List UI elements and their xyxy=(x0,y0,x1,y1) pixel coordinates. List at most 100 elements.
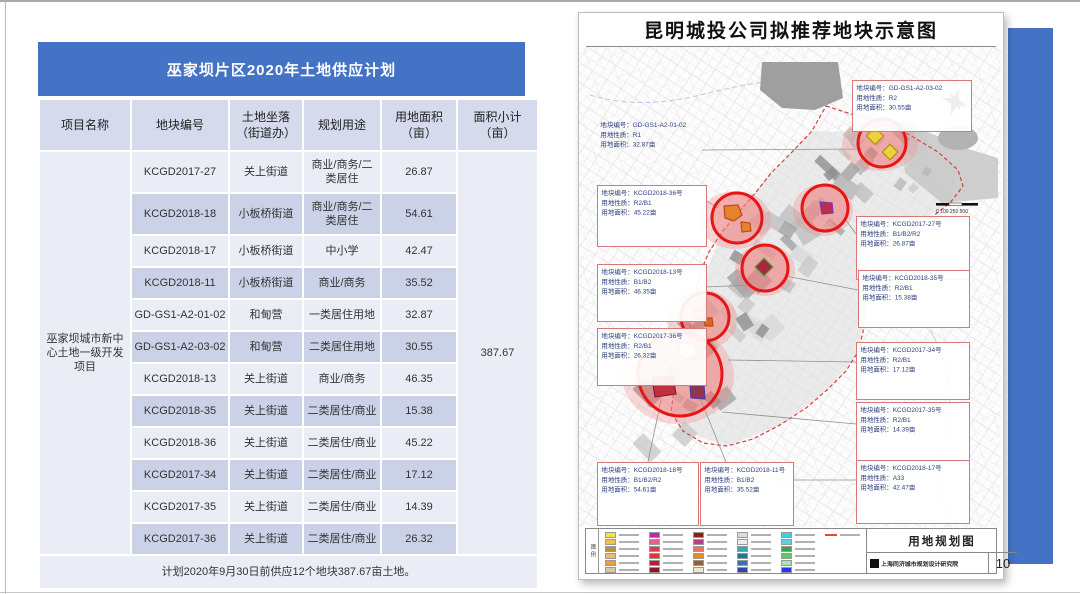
legend-swatch xyxy=(605,553,639,559)
city-block xyxy=(727,324,747,343)
callout-nature: 用地性质：B1/B2 xyxy=(601,278,652,286)
land-supply-table-panel: 巫家坝片区2020年土地供应计划 项目名称 地块编号 土地坐落 （街道办） 规划用途用… xyxy=(38,42,539,590)
legend-boundary-line xyxy=(825,534,860,536)
project-name-cell: 巫家坝城市新中心土地一级开发项目 xyxy=(40,152,130,554)
city-block xyxy=(778,204,808,232)
city-block xyxy=(760,62,843,110)
cell-area: 17.12 xyxy=(382,460,456,490)
map-callout-11: 地块编号：KCGD2017-35号 用地性质：R2/B1 用地面积：14.39亩 xyxy=(856,402,970,462)
legend-swatch xyxy=(649,560,683,566)
table-row: KCGD2018-18 小板桥街道 商业/商务/二类居住 54.61 xyxy=(40,194,537,234)
callout-area: 用地面积：54.61亩 xyxy=(601,486,657,494)
column-header-2: 土地坐落 （街道办） xyxy=(230,100,302,150)
scale-bar: 0 100 250 500 xyxy=(936,202,978,215)
table-row: KCGD2018-17 小板桥街道 中小学 42.47 xyxy=(40,236,537,266)
legend-swatch xyxy=(737,553,771,559)
map-callout-12: 地块编号：KCGD2018-17号 用地性质：A33 用地面积：42.47亩 xyxy=(856,460,970,524)
cell-street: 小板桥街道 xyxy=(230,236,302,266)
legend-swatch xyxy=(649,567,683,573)
callout-area: 用地面积：14.39亩 xyxy=(860,426,916,434)
legend-swatch xyxy=(737,539,771,545)
cell-code: KCGD2017-35 xyxy=(132,492,228,522)
cell-area: 30.55 xyxy=(382,332,456,362)
institute-name: 上海同济城市规划设计研究院 xyxy=(881,560,959,567)
slide-bottom-edge xyxy=(0,592,1080,593)
cell-street: 和甸营 xyxy=(230,300,302,330)
legend-swatch xyxy=(737,532,771,538)
legend-swatch xyxy=(605,532,639,538)
city-block xyxy=(938,126,978,150)
table-header-row: 项目名称 地块编号 土地坐落 （街道办） 规划用途 用地面积 （亩） 面积小计 （亩） xyxy=(40,100,537,150)
city-block xyxy=(910,134,931,155)
table-row: GD-GS1-A2-01-02 和甸营 一类居住用地 32.87 xyxy=(40,300,537,330)
cell-street: 关上街道 xyxy=(230,524,302,554)
cell-street: 小板桥街道 xyxy=(230,194,302,234)
city-block xyxy=(737,296,756,315)
city-block xyxy=(838,147,852,161)
map-callout-6: 地块编号：KCGD2018-11号 用地性质：B1/B2 用地面积：35.52亩 xyxy=(700,462,794,526)
city-block xyxy=(632,433,662,463)
map-callout-8: 地块编号：KCGD2017-27号 用地性质：B1/B2/R2 用地面积：26.87… xyxy=(856,216,970,280)
callout-no: 地块编号：KCGD2017-27号 xyxy=(860,220,942,228)
callout-no: 地块编号：KCGD2018-17号 xyxy=(860,464,942,472)
city-block xyxy=(751,238,778,260)
map-callout-4: 地块编号：KCGD2017-36号 用地性质：R2/B1 用地面积：26.32亩 xyxy=(597,328,707,386)
cell-code: KCGD2018-18 xyxy=(132,194,228,234)
legend-label: 图例 xyxy=(586,529,599,573)
legend-swatch xyxy=(781,553,815,559)
legend-swatch xyxy=(693,546,727,552)
callout-area: 用地面积：32.87亩 xyxy=(600,141,656,149)
column-header-0: 项目名称 xyxy=(40,100,130,150)
city-block xyxy=(823,166,839,182)
cell-street: 和甸营 xyxy=(230,332,302,362)
table-title: 巫家坝片区2020年土地供应计划 xyxy=(38,42,525,96)
cell-use: 二类居住/商业 xyxy=(304,492,380,522)
legend-swatch xyxy=(781,546,815,552)
cell-code: GD-GS1-A2-01-02 xyxy=(132,300,228,330)
slide-top-edge xyxy=(0,0,1080,2)
callout-nature: 用地性质：R2/B1 xyxy=(601,199,652,207)
cell-area: 54.61 xyxy=(382,194,456,234)
cell-area: 42.47 xyxy=(382,236,456,266)
urban-corridor xyxy=(671,131,958,446)
city-block xyxy=(719,302,744,330)
cell-use: 二类居住/商业 xyxy=(304,524,380,554)
map-title: 昆明城投公司拟推荐地块示意图 xyxy=(643,21,938,42)
legend-swatch xyxy=(605,567,639,573)
legend-swatch xyxy=(649,546,683,552)
planning-boundary xyxy=(670,105,964,447)
legend-swatch xyxy=(737,560,771,566)
city-block xyxy=(864,146,879,161)
city-block xyxy=(893,177,908,192)
cell-use: 一类居住用地 xyxy=(304,300,380,330)
callout-no: 地块编号：KCGD2018-13号 xyxy=(601,268,683,276)
legend-swatch xyxy=(649,553,683,559)
map-callout-7: 地块编号：GD-GS1-A2-03-02 用地性质：R2 用地面积：30.55亩 xyxy=(852,80,972,132)
city-block xyxy=(797,255,819,279)
cell-area: 26.32 xyxy=(382,524,456,554)
legend-swatch xyxy=(693,539,727,545)
legend-swatch xyxy=(605,546,639,552)
callout-nature: 用地性质：A33 xyxy=(860,474,905,482)
cell-use: 商业/商务/二类居住 xyxy=(304,152,380,192)
callout-area: 用地面积：17.12亩 xyxy=(860,366,916,374)
callout-area: 用地面积：26.32亩 xyxy=(601,352,657,360)
cell-street: 关上街道 xyxy=(230,492,302,522)
table-row: GD-GS1-A2-03-02 和甸营 二类居住用地 30.55 xyxy=(40,332,537,362)
table-row: KCGD2017-34 关上街道 二类居住/商业 17.12 xyxy=(40,460,537,490)
map-title-block: 用地规划图 上海同济城市规划设计研究院 10 xyxy=(866,529,1017,573)
callout-nature: 用地性质：B1/B2/R2 xyxy=(860,230,921,238)
map-callout-2: 地块编号：KCGD2018-36号 用地性质：R2/B1 用地面积：45.22亩 xyxy=(597,185,707,247)
legend-swatch xyxy=(781,560,815,566)
table-row: KCGD2018-35 关上街道 二类居住/商业 15.38 xyxy=(40,396,537,426)
legend-swatch xyxy=(605,539,639,545)
cell-area: 35.52 xyxy=(382,268,456,298)
table-row: KCGD2017-36 关上街道 二类居住/商业 26.32 xyxy=(40,524,537,554)
city-block xyxy=(907,182,920,194)
callout-nature: 用地性质：R1 xyxy=(600,131,641,139)
cell-street: 小板桥街道 xyxy=(230,268,302,298)
city-block xyxy=(831,173,861,201)
svg-text:0 100 250 500: 0 100 250 500 xyxy=(936,209,968,215)
legend-swatch xyxy=(649,539,683,545)
column-header-4: 用地面积 （亩） xyxy=(382,100,456,150)
